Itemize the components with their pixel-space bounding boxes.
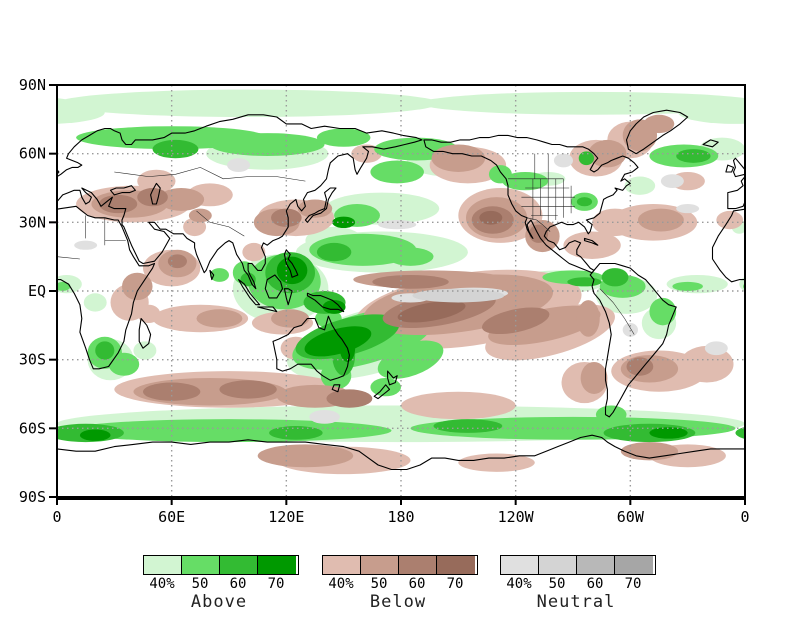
x-axis-label-120E: 120E	[268, 508, 304, 526]
x-axis-label-0: 0	[740, 508, 749, 526]
y-axis-label-EQ: EQ	[28, 282, 46, 300]
y-axis-label-60S: 60S	[19, 419, 46, 437]
y-axis-label-90N: 90N	[19, 76, 46, 94]
x-axis-label-120W: 120W	[498, 508, 535, 526]
x-axis-label-0: 0	[52, 508, 61, 526]
x-axis-label-180: 180	[387, 508, 414, 526]
y-axis-label-90S: 90S	[19, 488, 46, 506]
y-axis-label-60N: 60N	[19, 145, 46, 163]
y-axis-label-30S: 30S	[19, 351, 46, 369]
x-axis-label-60E: 60E	[158, 508, 185, 526]
x-axis-label-60W: 60W	[617, 508, 645, 526]
y-axis-label-30N: 30N	[19, 213, 46, 231]
plot-area	[0, 85, 800, 497]
